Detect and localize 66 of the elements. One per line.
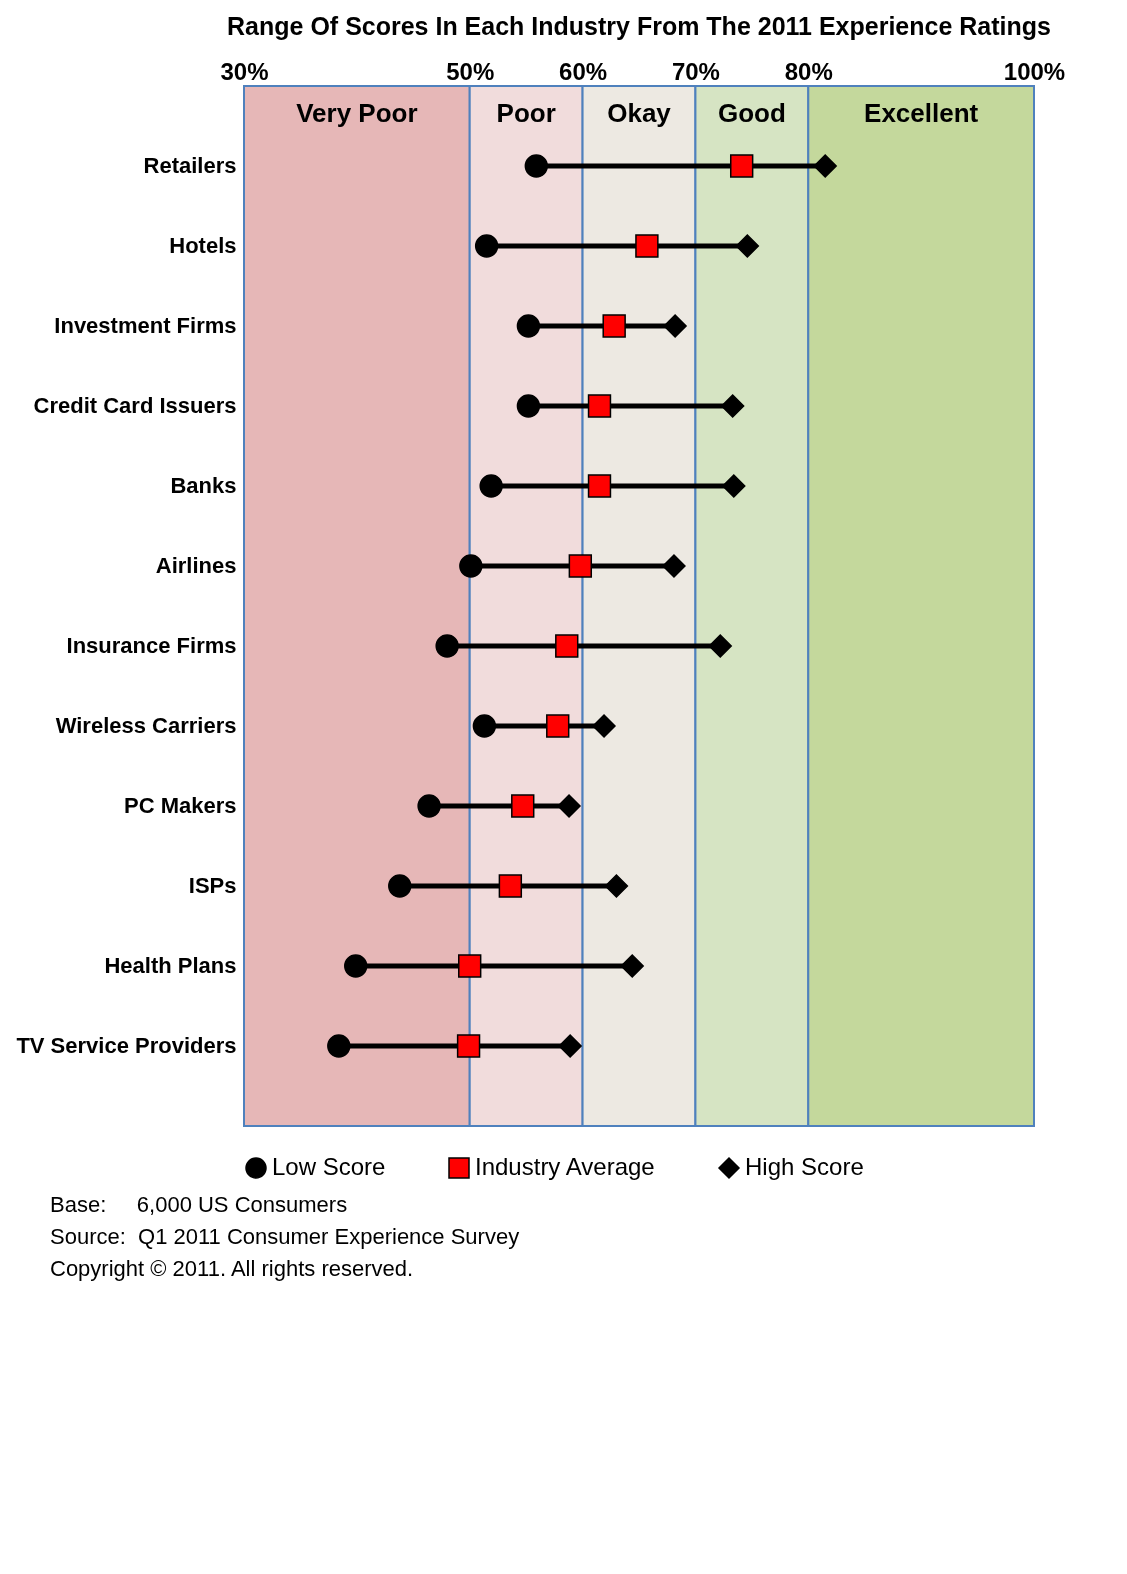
point (459, 554, 483, 578)
point (474, 234, 499, 258)
x-tick-label: 80% (784, 57, 833, 85)
y-tick-label: Retailers (143, 153, 237, 178)
point (558, 1034, 582, 1058)
y-tick-label: Investment Firms (54, 313, 237, 338)
x-tick-label: 50% (446, 57, 495, 85)
point (516, 314, 541, 338)
point (511, 794, 535, 818)
point (327, 1034, 351, 1058)
source-note: Source: Q1 2011 Consumer Experience Survey (50, 1224, 521, 1250)
point (479, 474, 503, 498)
y-tick-label: TV Service Providers (16, 1033, 237, 1058)
point (388, 874, 412, 898)
legend-label: Industry Average (475, 1153, 655, 1180)
text: Copyright © 2011. All rights reserved. (50, 1256, 415, 1282)
point (662, 554, 686, 578)
point (435, 634, 459, 658)
x-tick-label: 30% (220, 57, 269, 85)
y-tick-label: ISPs (188, 873, 237, 898)
point (720, 394, 745, 418)
point (708, 634, 732, 658)
point (602, 314, 626, 338)
point (620, 954, 644, 978)
point (587, 474, 612, 498)
x-tick-label: 100% (1003, 57, 1066, 85)
band-label: Excellent (864, 98, 979, 128)
y-tick-label: Wireless Carriers (55, 713, 237, 738)
point (735, 234, 760, 258)
point (592, 714, 616, 738)
point (568, 554, 593, 578)
point (524, 154, 548, 178)
point (722, 474, 746, 498)
point (498, 874, 523, 898)
y-tick-label: Insurance Firms (66, 633, 237, 658)
point (417, 794, 441, 818)
point (472, 714, 497, 738)
chart-title: Range Of Scores In Each Industry From The 2011 Experience Ratings (227, 12, 1051, 40)
y-tick-label: PC Makers (123, 793, 237, 818)
point (456, 1034, 481, 1058)
point (555, 634, 579, 658)
y-tick-label: Banks (170, 473, 237, 498)
legend-label: Low Score (272, 1153, 386, 1180)
point (344, 954, 368, 978)
y-tick-label: Airlines (155, 553, 237, 578)
point (458, 954, 482, 978)
point (663, 314, 687, 338)
band-label: Okay (607, 98, 672, 128)
text: Base: 6,000 US Consumers (50, 1192, 349, 1218)
band-label: Good (717, 98, 786, 128)
x-tick-label: 70% (671, 57, 720, 85)
y-tick-label: Health Plans (104, 953, 237, 978)
legend-label: High Score (745, 1153, 864, 1180)
point (730, 154, 754, 178)
point (557, 794, 581, 818)
point (516, 394, 541, 418)
point (604, 874, 629, 898)
y-tick-label: Credit Card Issuers (33, 393, 237, 418)
point (587, 394, 612, 418)
x-tick-label: 60% (559, 57, 608, 85)
point (546, 714, 570, 738)
band-label: Poor (496, 98, 556, 128)
point (813, 154, 837, 178)
band-label: Very Poor (296, 98, 418, 128)
point (635, 234, 659, 258)
y-tick-label: Hotels (169, 233, 237, 258)
